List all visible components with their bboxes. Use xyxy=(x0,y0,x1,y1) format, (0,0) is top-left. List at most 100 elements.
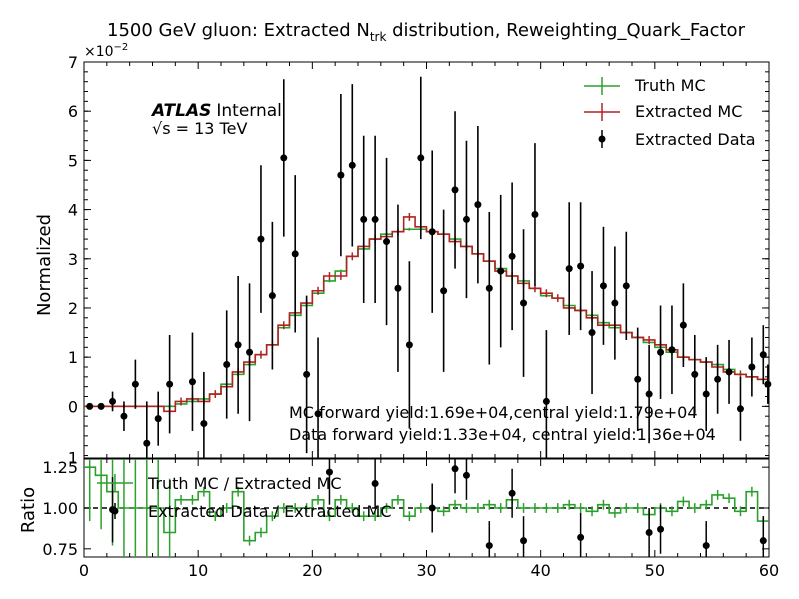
legend-entry-extracted-data: Extracted Data xyxy=(598,130,756,149)
data-point xyxy=(303,370,311,378)
data-point xyxy=(702,390,710,398)
ratio-y-tick-label: 0.75 xyxy=(42,540,78,559)
truth-mc-histogram xyxy=(84,228,769,408)
data-point xyxy=(360,215,368,223)
legend-entry-extracted-mc: Extracted MC xyxy=(584,102,742,121)
data-point xyxy=(679,321,687,329)
data-point xyxy=(497,267,505,275)
data-point xyxy=(394,284,402,292)
legend: Truth MC Extracted MC Extracted Data xyxy=(584,76,756,149)
data-point xyxy=(634,375,642,383)
legend-label-extracted-mc: Extracted MC xyxy=(635,102,742,121)
y-tick-label: 1 xyxy=(68,348,78,367)
y-tick-label: 5 xyxy=(68,151,78,170)
ratio-y-tick-label: 1.00 xyxy=(42,499,78,518)
data-point xyxy=(474,201,482,209)
data-point xyxy=(417,154,425,162)
ratio-legend-label-data: Extracted Data / Extracted MC xyxy=(148,502,392,521)
data-point xyxy=(451,186,459,194)
data-point xyxy=(764,380,772,388)
y-tick-label: 2 xyxy=(68,299,78,318)
ratio-data-point xyxy=(520,537,528,545)
y-tick-label: 4 xyxy=(68,201,78,220)
data-point xyxy=(725,368,733,376)
data-point xyxy=(86,402,94,410)
data-point xyxy=(531,210,539,218)
y-tick-label: 3 xyxy=(68,250,78,269)
data-point xyxy=(599,282,607,290)
data-point xyxy=(291,250,299,258)
data-point xyxy=(520,299,528,307)
data-point xyxy=(257,235,265,243)
data-point xyxy=(611,299,619,307)
mc-yield-text: MC forward yield:1.69e+04,central yield:… xyxy=(289,403,698,422)
data-point xyxy=(383,238,391,246)
ratio-data-point xyxy=(451,465,459,473)
ratio-data-point xyxy=(577,533,585,541)
ratio-legend-entry-data: Extracted Data / Extracted MC xyxy=(111,502,392,521)
data-point xyxy=(246,348,254,356)
ratio-legend-label-truth: Truth MC / Extracted MC xyxy=(147,474,342,493)
data-point xyxy=(154,415,162,423)
ratio-data-point xyxy=(657,525,665,533)
data-point xyxy=(348,161,356,169)
ratio-data-point xyxy=(645,529,653,536)
ratio-y-tick-label: 1.25 xyxy=(42,458,78,477)
legend-label-truth-mc: Truth MC xyxy=(634,76,706,95)
data-point xyxy=(97,402,105,410)
data-point xyxy=(462,215,470,223)
data-point xyxy=(714,375,722,383)
data-point xyxy=(588,329,596,337)
ratio-data-point xyxy=(485,542,493,550)
data-point xyxy=(166,380,174,388)
data-point xyxy=(371,215,379,223)
data-point xyxy=(657,348,665,356)
data-point xyxy=(143,439,151,447)
x-tick-label: 0 xyxy=(79,561,89,580)
data-point xyxy=(223,361,231,369)
data-point xyxy=(428,228,436,236)
data-point xyxy=(565,265,573,273)
ratio-truth-histogram xyxy=(84,466,769,542)
ratio-data-point xyxy=(325,468,333,476)
data-point xyxy=(337,171,345,179)
ratio-data-point xyxy=(371,480,379,487)
data-point xyxy=(691,370,699,378)
y-tick-label: 0 xyxy=(68,397,78,416)
data-point xyxy=(485,284,493,292)
ratio-data-point xyxy=(462,471,470,479)
ratio-data-point xyxy=(759,537,767,545)
y-axis-label: Normalized xyxy=(34,214,55,316)
data-point xyxy=(748,363,756,371)
x-tick-label: 20 xyxy=(302,561,322,580)
legend-label-extracted-data: Extracted Data xyxy=(635,130,756,149)
data-point xyxy=(622,282,630,290)
atlas-label: ATLAS Internal xyxy=(150,101,282,121)
data-point xyxy=(759,351,767,359)
x-tick-label: 60 xyxy=(759,561,779,580)
ratio-data-point xyxy=(702,542,710,550)
data-yield-text: Data forward yield:1.33e+04, central yie… xyxy=(289,425,716,444)
extracted-mc-histogram xyxy=(84,216,769,413)
y-axis-multiplier: ×10−2 xyxy=(84,42,128,60)
data-point xyxy=(200,420,208,428)
chart-title: 1500 GeV gluon: Extracted Ntrk distribut… xyxy=(107,20,746,44)
data-point xyxy=(188,378,196,386)
legend-entry-truth-mc: Truth MC xyxy=(584,76,706,95)
ratio-legend-entry-truth: Truth MC / Extracted MC xyxy=(97,474,342,493)
x-tick-label: 30 xyxy=(416,561,436,580)
data-point xyxy=(736,405,744,413)
data-point xyxy=(280,154,288,162)
data-point xyxy=(131,380,139,388)
data-point xyxy=(109,397,117,405)
y-tick-label: 6 xyxy=(68,102,78,121)
data-point xyxy=(668,346,676,354)
data-point xyxy=(120,412,128,420)
data-point xyxy=(508,252,516,260)
ratio-data-point xyxy=(428,504,436,512)
x-tick-label: 10 xyxy=(188,561,208,580)
data-point xyxy=(234,341,242,349)
x-tick-label: 40 xyxy=(530,561,550,580)
x-tick-label: 50 xyxy=(645,561,665,580)
